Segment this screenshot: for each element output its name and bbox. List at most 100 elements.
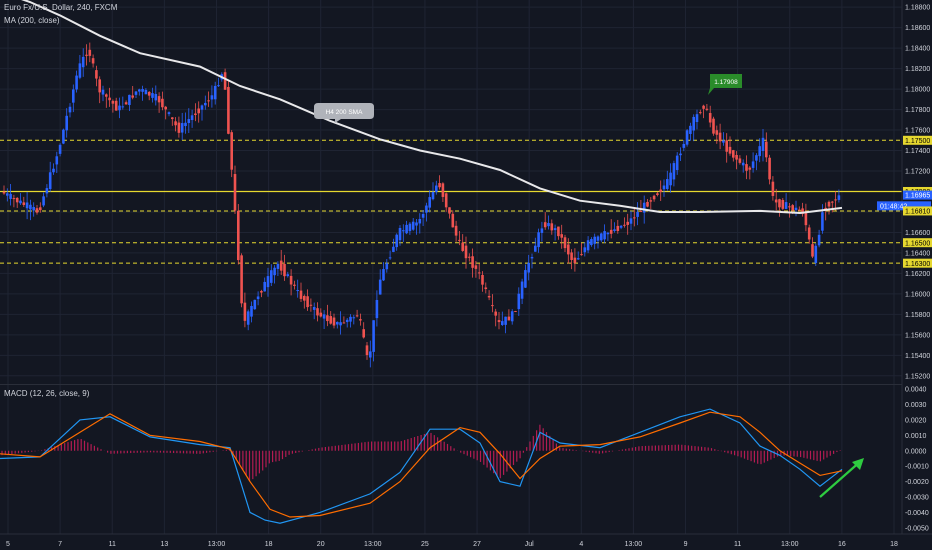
candle-body [448,207,451,214]
candle-body [761,137,765,151]
candle-body [438,183,441,188]
candle-body [827,201,831,207]
candle-body [329,316,332,324]
candle-body [279,260,283,271]
candle-body [811,244,814,257]
macd-tick-label: 0.0030 [905,402,927,409]
candle-body [55,156,59,165]
price-tags: 1.175001.170001.1696501:48:421.168101.16… [877,135,932,268]
candle-body [540,228,544,233]
candle-body [316,308,319,316]
candle-body [276,263,280,269]
price-tag-label: 1.16965 [905,193,930,200]
candle-body [194,113,197,115]
candle-body [128,94,131,106]
candle-body [788,206,791,208]
candle-body [75,75,78,90]
candle-body [362,329,365,338]
candle-body [78,63,82,78]
candle-body [755,155,758,161]
candle-body [646,201,649,207]
macd-tick-label: 0.0010 [905,433,927,440]
candle-body [639,210,643,212]
candle-body [39,207,42,211]
candle-body [807,227,811,240]
candle-body [345,319,349,323]
price-tag-label: 01:48:42 [880,203,907,210]
candle-body [256,296,260,300]
candle-body [204,102,207,106]
candle-body [223,72,227,90]
candle-body [408,223,412,232]
candle-body [359,319,362,321]
candle-body [42,196,45,206]
time-tick-label: 11 [734,541,741,548]
candle-body [444,193,448,208]
candle-body [342,322,346,324]
candle-body [593,236,596,244]
price-tag [903,238,932,248]
candle-body [801,208,804,214]
candle-body [560,234,563,238]
candle-body [817,234,821,246]
signal-line [0,411,843,518]
candle-body [824,207,827,210]
price-tick-label: 1.15800 [905,312,930,319]
candle-body [626,221,629,225]
candle-body [355,315,359,317]
candle-body [197,108,200,114]
candle-body [547,223,550,227]
price-tag [903,206,932,216]
candle-body [157,96,161,103]
price-tag [903,258,932,268]
candle-body [138,89,141,92]
candle-body [402,230,405,232]
candle-body [428,197,431,208]
candle-body [174,121,177,126]
candle-body [213,85,217,100]
time-tick-label: 20 [317,541,325,548]
candle-body [233,174,237,211]
candle-body [619,225,623,228]
candle-body [728,146,732,154]
candle-body [510,311,514,322]
candle-body [576,258,580,260]
price-tick-label: 1.17800 [905,107,930,114]
candle-body [530,257,534,259]
candle-body [517,293,521,310]
candle-body [260,291,263,293]
candle-body [266,276,270,288]
macd-tick-label: -0.0010 [905,464,929,471]
candle-body [586,240,590,251]
candle-body [207,100,210,102]
candle-body [774,199,778,203]
candle-body [778,199,781,208]
candle-body [111,100,115,104]
candle-body [563,237,567,249]
candle-body [227,86,230,134]
candle-body [570,252,573,260]
candle-body [712,118,715,134]
candle-body [385,263,389,270]
candle-body [306,296,309,308]
candle-body [435,185,438,193]
macd-tick-label: 0.0020 [905,417,927,424]
candle-body [666,179,669,189]
candle-body [365,345,369,356]
candle-body [72,89,75,103]
price-axis: 1.18800 1.18600 1.18400 1.18200 1.18000 1.178… [901,0,932,550]
candle-body [831,201,834,203]
macd-tick-label: -0.0030 [905,495,929,502]
candle-body [144,89,148,95]
candle-body [319,312,323,317]
candle-body [171,117,174,120]
price-tick-label: 1.18600 [905,25,930,32]
price-tag-label: 1.16500 [905,240,930,247]
price-tag-label: 1.17500 [905,138,930,145]
candle-body [339,322,342,326]
candle-body [748,167,752,170]
candle-body [461,242,464,251]
candle-body [441,183,445,197]
candle-body [25,202,29,209]
